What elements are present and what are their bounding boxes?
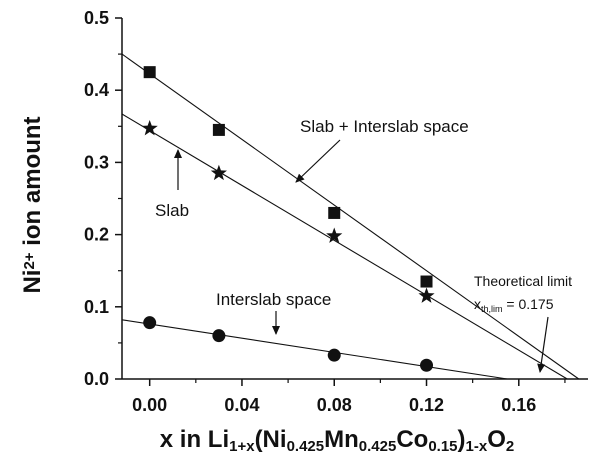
data-point-square xyxy=(420,275,433,288)
data-point-star xyxy=(326,227,343,243)
annotation-limit-value: xth,lim = 0.175 xyxy=(474,296,554,314)
data-point-star xyxy=(210,164,227,181)
y-tick-label: 0.1 xyxy=(84,297,109,317)
data-point-star xyxy=(141,119,158,136)
x-tick-label: 0.16 xyxy=(501,395,536,415)
arrow-slab-plus-interslab xyxy=(295,139,341,183)
data-point-square xyxy=(212,123,225,136)
x-tick-label: 0.12 xyxy=(409,395,444,415)
data-point-star xyxy=(418,287,435,303)
y-tick-label: 0.4 xyxy=(84,80,109,100)
annotation-slab-plus-interslab: Slab + Interslab space xyxy=(300,117,469,136)
y-tick-label: 0.3 xyxy=(84,152,109,172)
x-tick-label: 0.00 xyxy=(132,395,167,415)
y-tick-label: 0.0 xyxy=(84,369,109,389)
data-point-square xyxy=(328,206,341,219)
fit-line-square xyxy=(121,53,580,380)
annotation-slab: Slab xyxy=(155,201,189,220)
data-point-circle xyxy=(327,348,341,362)
axes: 0.00 0.04 0.08 0.12 0.16 0.0 0.1 0.2 0.3 0.4 0.5 xyxy=(84,8,588,415)
annotation-limit-title: Theoretical limit xyxy=(474,273,572,289)
data-points xyxy=(141,66,435,372)
data-point-circle xyxy=(143,316,157,330)
annotation-interslab: Interslab space xyxy=(216,290,331,309)
fit-line-circle xyxy=(121,319,508,380)
data-point-circle xyxy=(420,358,434,372)
x-tick-label: 0.08 xyxy=(317,395,352,415)
y-tick-label: 0.2 xyxy=(84,225,109,245)
fit-lines xyxy=(121,53,580,380)
annotations: Slab + Interslab space Slab Interslab sp… xyxy=(155,117,572,373)
data-point-square xyxy=(143,66,156,79)
y-axis-title: Ni2+ ion amount xyxy=(19,116,46,293)
x-tick-label: 0.04 xyxy=(224,395,259,415)
x-axis-title: x in Li1+x(Ni0.425Mn0.425Co0.15)1-xO2 xyxy=(160,426,514,455)
data-point-circle xyxy=(212,329,226,343)
fit-line-star xyxy=(121,113,568,380)
y-tick-label: 0.5 xyxy=(84,8,109,28)
arrow-limit xyxy=(537,316,549,373)
